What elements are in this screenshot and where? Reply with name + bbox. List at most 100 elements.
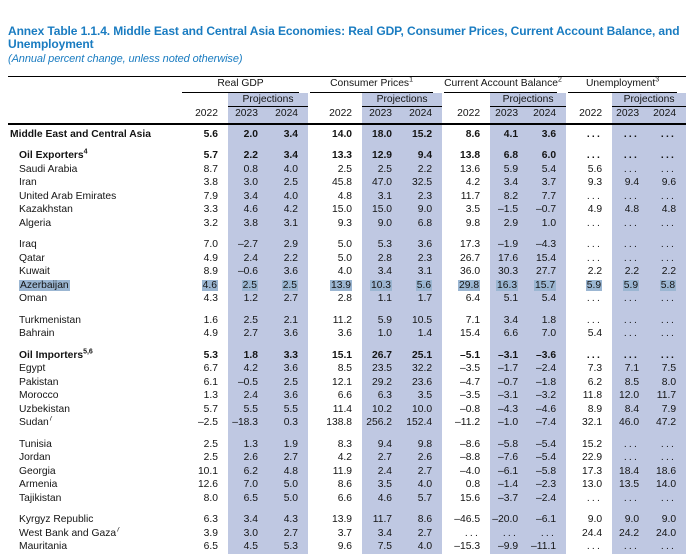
group-header-underline: Current Account Balance2: [444, 77, 562, 93]
value-cell: 2.5: [362, 162, 403, 176]
value-cell: –2.3: [528, 478, 567, 492]
value-cell: 4.8: [649, 203, 687, 217]
table-row-egypt[interactable]: Egypt 6.7 4.2 3.6 8.5 23.5 32.2 –3.5 –1.7 –2.4 7.3…: [8, 362, 687, 376]
value-cell: 17.3: [582, 465, 603, 477]
group-header-underline: Real GDP: [182, 77, 300, 93]
table-row-oman[interactable]: Oman 4.3 1.2 2.7 2.8 1.1 1.7 6.4 5.1 5.4.........: [8, 292, 687, 306]
table-row-qatar[interactable]: Qatar 4.9 2.4 2.2 5.0 2.8 2.3 26.7 17.6 15.4.....…: [8, 251, 687, 265]
value-cell: 3.0: [228, 526, 268, 540]
value-cell: 12.6: [197, 479, 218, 490]
label-text: Kazakhstan: [19, 204, 73, 215]
value-cell: 5.8: [649, 278, 687, 292]
value-cell: 8.9: [203, 266, 218, 277]
name-column-spacer: [8, 93, 180, 107]
table-body: Middle East and Central Asia 5.6 2.0 3.4 14.…: [8, 123, 687, 554]
value-cell: 3.4: [228, 189, 268, 203]
value-cell: 9.6: [337, 541, 353, 552]
table-row-iraq[interactable]: Iraq 7.0 –2.7 2.9 5.0 5.3 3.6 17.3 –1.9 –4.3.....…: [8, 230, 687, 252]
table-row-oil-exporters[interactable]: Oil Exporters4 5.7 2.2 3.4 13.3 12.9 9.4 13.8 6.…: [8, 141, 687, 163]
label-text: Morocco: [19, 390, 59, 401]
value-cell: 9.4: [402, 141, 443, 163]
value-cell: 24.4: [582, 527, 603, 539]
value-cell: 2.7: [268, 451, 309, 465]
value-cell: 4.0: [337, 266, 353, 277]
value-cell: 5.4: [587, 328, 603, 339]
value-cell: 4.0: [402, 478, 443, 492]
value-cell: 2.3: [402, 251, 443, 265]
footnote-marker: 2: [557, 76, 562, 84]
table-row-saudi-arabia[interactable]: Saudi Arabia 8.7 0.8 4.0 2.5 2.5 2.2 13.6 5.9 5.4…: [8, 162, 687, 176]
value-cell: 8.6: [337, 479, 353, 490]
table-row-algeria[interactable]: Algeria 3.2 3.8 3.1 9.3 9.0 6.8 9.8 2.9 1.0......…: [8, 216, 687, 230]
value-cell: 3.4: [228, 505, 268, 527]
value-cell: –3.2: [528, 389, 567, 403]
year-header-2022: 2022: [180, 106, 228, 125]
value-cell: 3.6: [528, 123, 567, 141]
table-row-morocco[interactable]: Morocco 1.3 2.4 3.6 6.6 6.3 3.5 –3.5 –3.1 –3.2 11.…: [8, 389, 687, 403]
row-label: United Arab Emirates: [8, 190, 180, 204]
table-row-tajikistan[interactable]: Tajikistan 8.0 6.5 5.0 6.6 4.6 5.7 15.6 –3.7 –2.4…: [8, 491, 687, 505]
table-row-iran[interactable]: Iran 3.8 3.0 2.5 45.8 47.0 32.5 4.2 3.4 3.7 9.3 9.4…: [8, 176, 687, 190]
value-cell: ...: [586, 217, 603, 229]
table-row-azerbaijan[interactable]: Azerbaijan 4.6 2.5 2.5 13.9 10.3 5.6 29.8 16.3 15…: [8, 278, 687, 293]
label-text: Real GDP: [217, 78, 264, 89]
table-row-georgia[interactable]: Georgia 10.1 6.2 4.8 11.9 2.4 2.7 –4.0 –6.1 –5.8 1…: [8, 464, 687, 478]
table-row-pakistan[interactable]: Pakistan 6.1 –0.5 2.5 12.1 29.2 23.6 –4.7 –0.7 –1…: [8, 375, 687, 389]
value-cell: 3.0: [228, 176, 268, 190]
table-row-kyrgyz-republic[interactable]: Kyrgyz Republic 6.3 3.4 4.3 13.9 11.7 8.6 –46.5…: [8, 505, 687, 527]
value-cell: 2.5: [268, 278, 309, 292]
value-cell: 5.0: [337, 239, 353, 250]
value-cell: 7.0: [228, 478, 268, 492]
value-cell: 5.3: [268, 540, 309, 554]
group-header-unemployment: Unemployment3: [566, 77, 686, 93]
table-row-united-arab-emirates[interactable]: United Arab Emirates 7.9 3.4 4.0 4.8 3.1 2.3 11…: [8, 189, 687, 204]
value-cell: 1.2: [228, 292, 268, 306]
value-cell: 1.9: [268, 429, 309, 451]
value-cell: 2.7: [268, 292, 309, 306]
value-cell: 4.0: [268, 162, 309, 176]
table-row-middle-east-and-central-asia[interactable]: Middle East and Central Asia 5.6 2.0 3.4 14.…: [8, 123, 687, 141]
value-cell: 9.0: [587, 514, 603, 525]
value-cell: ...: [649, 491, 687, 505]
value-cell: 9.0: [649, 505, 687, 527]
value-cell: 47.2: [649, 416, 687, 430]
table-row-tunisia[interactable]: Tunisia 2.5 1.3 1.9 8.3 9.4 9.8 –8.6 –5.8 –5.4 15.…: [8, 429, 687, 451]
value-cell: 6.5: [228, 491, 268, 505]
table-row-mauritania[interactable]: Mauritania 6.5 4.5 5.3 9.6 7.5 4.0 –15.3 –9.9 –11…: [8, 540, 687, 554]
value-cell: 5.0: [268, 478, 309, 492]
value-cell: 2.2: [228, 141, 268, 163]
group-header-underline: Consumer Prices1: [310, 77, 434, 93]
footnote-marker: 7: [48, 416, 53, 423]
value-cell: 2.7: [228, 327, 268, 341]
value-cell: ...: [612, 305, 650, 327]
table-row-oil-importers[interactable]: Oil Importers5,6 5.3 1.8 3.3 15.1 26.7 25.1 –5.…: [8, 340, 687, 362]
table-row-west-bank-and-gaza[interactable]: West Bank and Gaza7 3.9 3.0 2.7 3.7 3.4 2.7...…: [8, 526, 687, 540]
table-row-kuwait[interactable]: Kuwait 8.9 –0.6 3.6 4.0 3.4 3.1 36.0 30.3 27.7 2.2…: [8, 265, 687, 279]
value-cell: 9.0: [402, 203, 443, 217]
table-row-jordan[interactable]: Jordan 2.5 2.6 2.7 4.2 2.7 2.6 –8.8 –7.6 –5.4 22.9…: [8, 451, 687, 465]
table-row-uzbekistan[interactable]: Uzbekistan 5.7 5.5 5.5 11.4 10.2 10.0 –0.8 –4.3–…: [8, 402, 687, 416]
table-row-armenia[interactable]: Armenia 12.6 7.0 5.0 8.6 3.5 4.0 0.8 –1.4 –2.3 13.…: [8, 478, 687, 492]
value-cell: 6.2: [228, 464, 268, 478]
value-cell: –3.1: [490, 389, 529, 403]
value-cell: 3.7: [337, 527, 353, 539]
value-cell: –5.8: [490, 429, 529, 451]
table-row-bahrain[interactable]: Bahrain 4.9 2.7 3.6 3.6 1.0 1.4 15.4 6.6 7.0 5.4..…: [8, 327, 687, 341]
value-cell: 7.1: [465, 314, 481, 326]
table-row-kazakhstan[interactable]: Kazakhstan 3.3 4.6 4.2 15.0 15.0 9.0 3.5 –1.5 –0.…: [8, 203, 687, 217]
value-cell: ...: [586, 190, 603, 202]
table-row-turkmenistan[interactable]: Turkmenistan 1.6 2.5 2.1 11.2 5.9 10.5 7.1 3.4 1.…: [8, 305, 687, 327]
corner-spacer: [8, 77, 180, 93]
value-cell: 2.8: [337, 293, 353, 304]
value-cell: 16.3: [490, 278, 529, 292]
value-cell: –0.7: [490, 375, 529, 389]
table-row-sudan[interactable]: Sudan7 –2.5 –18.3 0.3 138.8 256.2 152.4 –11.2 –1…: [8, 416, 687, 430]
value-cell: –3.7: [490, 491, 529, 505]
value-cell: 2.5: [203, 438, 218, 450]
value-cell: 5.9: [566, 279, 612, 293]
value-cell: 11.8: [582, 390, 603, 401]
value-cell: 6.6: [337, 390, 353, 401]
value-cell: ...: [586, 150, 603, 161]
footnote-marker: 7: [116, 526, 121, 534]
year-header-2023: 2023: [490, 106, 529, 125]
